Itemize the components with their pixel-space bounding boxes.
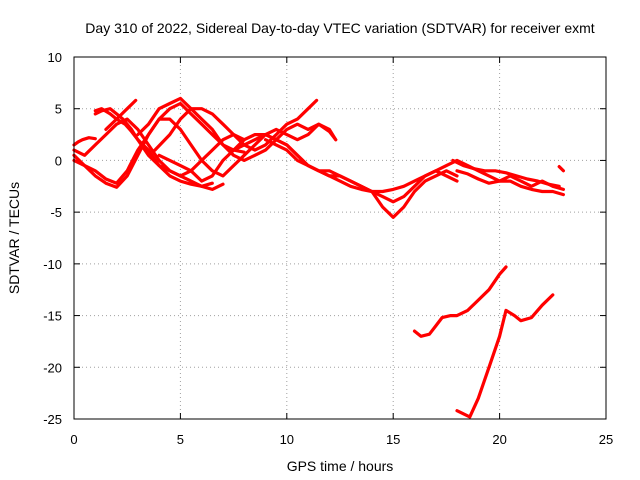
y-axis-label: SDTVAR / TECUs [6, 182, 22, 294]
x-tick-label: 5 [177, 432, 184, 447]
series-line-sat-h [136, 96, 338, 162]
y-tick-label: 5 [55, 102, 62, 117]
series-line-sat-n [455, 169, 566, 191]
x-tick-label: 20 [492, 432, 506, 447]
series-line-sat-j [157, 133, 459, 204]
series-line-sat-a [72, 136, 97, 147]
x-tick-label: 10 [280, 432, 294, 447]
y-tick-label: 10 [48, 50, 62, 65]
series-line-sat-f [93, 107, 214, 188]
y-tick-label: -10 [43, 257, 62, 272]
data-series [72, 96, 566, 419]
x-tick-label: 0 [70, 432, 77, 447]
grid [74, 57, 606, 419]
chart-title: Day 310 of 2022, Sidereal Day-to-day VTE… [85, 20, 594, 36]
x-tick-label: 15 [386, 432, 400, 447]
plot-frame [73, 56, 607, 420]
series-line-sat-c [72, 117, 246, 178]
x-axis-label: GPS time / hours [287, 458, 394, 474]
y-tick-label: -25 [43, 412, 62, 427]
axis-ticks: 0 5 10 15 20 25 10 5 0 -5 -10 -15 -20 -25 [43, 50, 613, 447]
series-line-sat-o [557, 165, 566, 173]
y-tick-label: 0 [55, 153, 62, 168]
x-tick-label: 25 [599, 432, 613, 447]
y-tick-label: -15 [43, 309, 62, 324]
series-line-sat-i [153, 98, 319, 152]
series-line-sat-l [263, 138, 566, 197]
series-line-sat-q [455, 293, 555, 419]
series-line-sat-g [104, 98, 138, 131]
y-tick-label: -20 [43, 360, 62, 375]
series-line-sat-p [412, 265, 508, 338]
series-line-sat-k [232, 133, 459, 219]
y-tick-label: -5 [50, 205, 62, 220]
series-line-sat-d [72, 117, 338, 185]
